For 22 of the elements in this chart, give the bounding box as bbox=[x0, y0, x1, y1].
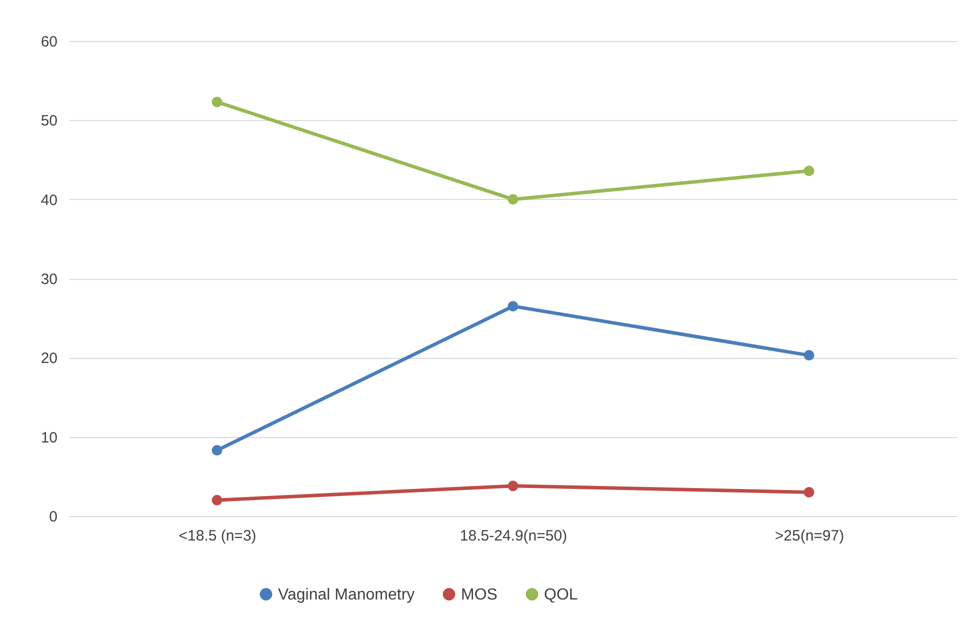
y-tick-label: 0 bbox=[49, 508, 58, 526]
legend-label: MOS bbox=[461, 586, 498, 604]
point bbox=[804, 166, 814, 176]
point bbox=[212, 96, 222, 108]
y-tick-label: 40 bbox=[40, 192, 58, 209]
point bbox=[508, 480, 518, 492]
point bbox=[804, 487, 814, 498]
legend-label: Vaginal Manometry bbox=[278, 586, 415, 604]
y-tick-label: 20 bbox=[40, 350, 58, 368]
y-tick-label: 60 bbox=[40, 34, 58, 50]
point bbox=[508, 300, 518, 312]
legend-label: QOL bbox=[544, 586, 578, 604]
x-tick-label: <18.5 (n=3) bbox=[178, 528, 256, 544]
point bbox=[212, 494, 222, 506]
point bbox=[212, 445, 222, 456]
y-tick-label: 10 bbox=[40, 429, 58, 446]
y-tick-label: 50 bbox=[40, 112, 58, 130]
point bbox=[508, 194, 518, 205]
x-tick-label: 18.5-24.9(n=50) bbox=[460, 528, 568, 544]
y-tick-label: 30 bbox=[40, 271, 58, 288]
x-tick-label: >25(n=97) bbox=[774, 528, 844, 544]
point bbox=[804, 350, 814, 361]
